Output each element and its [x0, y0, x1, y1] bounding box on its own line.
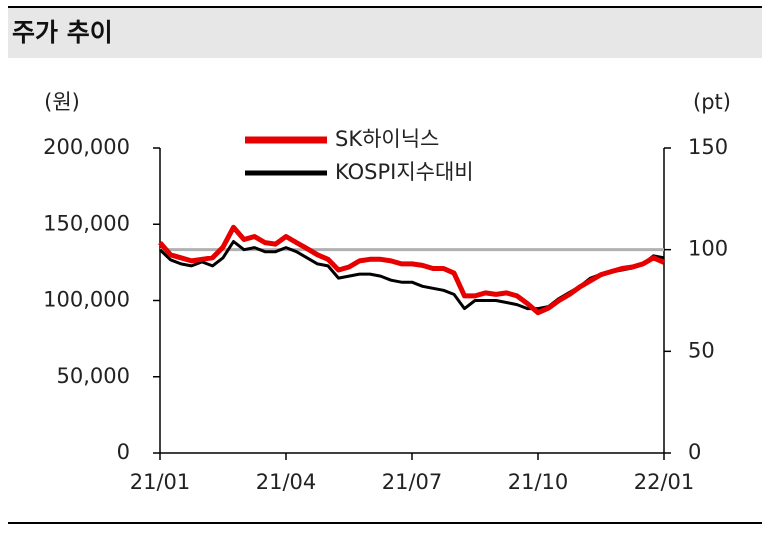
y-tick-label: 100,000	[43, 288, 130, 312]
series-line	[158, 224, 666, 316]
series-line	[158, 240, 665, 311]
legend-label: SK하이닉스	[335, 127, 439, 151]
x-tick-label: 21/04	[256, 470, 317, 494]
y2-tick-label: 0	[688, 440, 701, 464]
y-tick-label: 0	[117, 440, 130, 464]
y-tick-label: 150,000	[43, 211, 130, 235]
y2-axis-label: (pt)	[693, 90, 731, 114]
y2-tick-label: 50	[688, 338, 715, 362]
x-tick-label: 21/01	[130, 470, 191, 494]
y2-tick-label: 100	[688, 237, 728, 261]
header-bar	[8, 8, 762, 58]
x-tick-label: 22/01	[634, 470, 695, 494]
y-tick-label: 50,000	[57, 364, 130, 388]
x-tick-label: 21/07	[382, 470, 443, 494]
y-tick-label: 200,000	[43, 135, 130, 159]
legend-label: KOSPI지수대비	[335, 160, 474, 184]
y-axis-label: (원)	[44, 90, 80, 114]
x-tick-label: 21/10	[508, 470, 569, 494]
chart-title: 주가 추이	[12, 18, 113, 47]
y2-tick-label: 150	[688, 135, 728, 159]
